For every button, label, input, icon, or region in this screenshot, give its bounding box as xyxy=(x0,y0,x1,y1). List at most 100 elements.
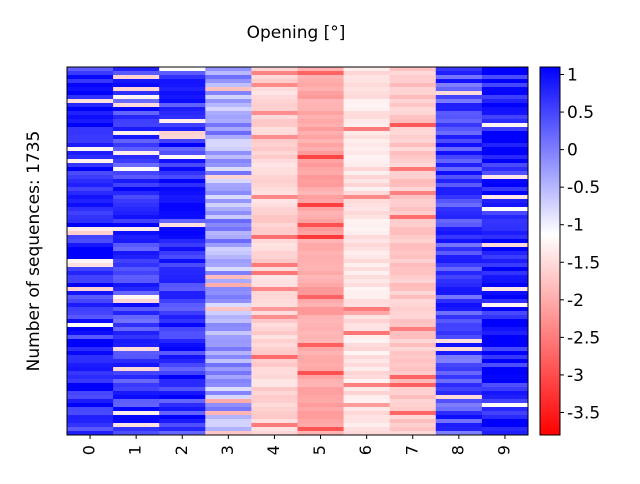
heatmap-cell xyxy=(67,243,114,248)
heatmap-cell xyxy=(205,415,252,420)
heatmap-cell xyxy=(481,359,528,364)
heatmap-cell xyxy=(297,403,345,408)
heatmap-cell xyxy=(251,119,298,124)
heatmap-cell xyxy=(113,215,160,220)
heatmap-cell xyxy=(481,271,528,276)
heatmap-cell xyxy=(389,367,437,372)
heatmap-cell xyxy=(159,327,206,332)
heatmap-cell xyxy=(297,215,345,220)
heatmap-cell xyxy=(67,143,114,148)
heatmap-cell xyxy=(435,103,483,108)
heatmap-cell xyxy=(67,363,114,368)
heatmap-cell xyxy=(251,423,298,428)
heatmap-cell xyxy=(297,159,345,164)
heatmap-cell xyxy=(251,207,298,212)
heatmap-cell xyxy=(343,367,391,372)
heatmap-cell xyxy=(481,111,528,116)
heatmap-cell xyxy=(435,151,483,156)
heatmap-cell xyxy=(481,251,528,256)
heatmap-cell xyxy=(205,147,252,152)
heatmap-cell xyxy=(67,167,114,172)
heatmap-cell xyxy=(297,143,345,148)
heatmap-cell xyxy=(251,411,298,416)
heatmap-cell xyxy=(113,243,160,248)
heatmap-cell xyxy=(481,259,528,264)
heatmap-cell xyxy=(435,323,483,328)
heatmap-cell xyxy=(297,187,345,192)
heatmap-cell xyxy=(343,375,391,380)
heatmap-cell xyxy=(67,155,114,160)
heatmap-cell xyxy=(251,279,298,284)
heatmap-cell xyxy=(389,163,437,168)
heatmap-cell xyxy=(113,115,160,120)
heatmap-cell xyxy=(389,83,437,88)
heatmap-cell xyxy=(343,247,391,252)
heatmap-cell xyxy=(481,139,528,144)
heatmap-cell xyxy=(113,91,160,96)
heatmap-cell xyxy=(343,339,391,344)
heatmap-cell xyxy=(159,283,206,288)
heatmap-cell xyxy=(159,299,206,304)
heatmap-cell xyxy=(159,351,206,356)
heatmap-cell xyxy=(435,147,483,152)
heatmap-cell xyxy=(389,195,437,200)
heatmap-cell xyxy=(389,263,437,268)
heatmap-cell xyxy=(251,91,298,96)
heatmap-cell xyxy=(389,243,437,248)
heatmap-cell xyxy=(297,387,345,392)
heatmap-cell xyxy=(251,103,298,108)
heatmap-cell xyxy=(389,267,437,272)
heatmap-cell xyxy=(343,243,391,248)
heatmap-cell xyxy=(481,159,528,164)
heatmap-cell xyxy=(481,191,528,196)
heatmap-cell xyxy=(435,419,483,424)
heatmap-cell xyxy=(435,119,483,124)
heatmap-cell xyxy=(251,131,298,136)
heatmap-cell xyxy=(343,123,391,128)
heatmap-cell xyxy=(297,363,345,368)
heatmap-cell xyxy=(113,351,160,356)
heatmap-cell xyxy=(205,399,252,404)
heatmap-cell xyxy=(389,139,437,144)
heatmap-cell xyxy=(67,415,114,420)
heatmap-cell xyxy=(343,127,391,132)
heatmap-cell xyxy=(389,215,437,220)
heatmap-cell xyxy=(297,347,345,352)
heatmap-cell xyxy=(159,215,206,220)
heatmap-cell xyxy=(481,427,528,432)
heatmap-cell xyxy=(113,79,160,84)
heatmap-cell xyxy=(251,139,298,144)
heatmap-cell xyxy=(159,331,206,336)
heatmap-cell xyxy=(389,307,437,312)
heatmap-cell xyxy=(251,283,298,288)
heatmap-cell xyxy=(343,131,391,136)
heatmap-cell xyxy=(159,287,206,292)
heatmap-cell xyxy=(343,391,391,396)
heatmap-cell xyxy=(113,363,160,368)
heatmap-cell xyxy=(205,383,252,388)
heatmap-cell xyxy=(205,395,252,400)
heatmap-cell xyxy=(205,171,252,176)
heatmap-cell xyxy=(113,335,160,340)
heatmap-cell xyxy=(113,327,160,332)
heatmap-cell xyxy=(481,391,528,396)
heatmap-cell xyxy=(251,163,298,168)
heatmap-cell xyxy=(389,391,437,396)
heatmap-cell xyxy=(113,375,160,380)
heatmap-cell xyxy=(297,235,345,240)
heatmap-cell xyxy=(389,327,437,332)
heatmap-cell xyxy=(67,103,114,108)
heatmap-cell xyxy=(343,411,391,416)
heatmap-cell xyxy=(435,431,483,435)
heatmap-cell xyxy=(481,143,528,148)
heatmap-cell xyxy=(389,115,437,120)
heatmap-cell xyxy=(205,183,252,188)
heatmap-cell xyxy=(389,291,437,296)
heatmap-cell xyxy=(159,155,206,160)
heatmap-cell xyxy=(297,251,345,256)
heatmap-cell xyxy=(481,411,528,416)
heatmap-cell xyxy=(435,335,483,340)
heatmap-cell xyxy=(67,251,114,256)
heatmap-cell xyxy=(389,135,437,140)
heatmap-cell xyxy=(251,263,298,268)
